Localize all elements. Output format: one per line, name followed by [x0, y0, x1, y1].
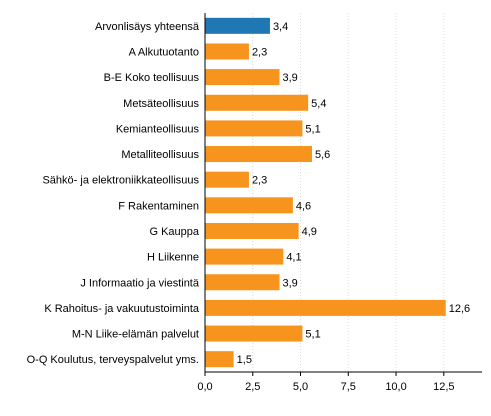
value-label: 2,3 — [252, 175, 267, 187]
x-tick-label: 12,5 — [433, 381, 454, 393]
category-label: F Rakentaminen — [118, 200, 199, 212]
value-label: 5,1 — [305, 123, 320, 135]
bar — [205, 17, 270, 34]
x-tick-label: 5,0 — [293, 381, 308, 393]
value-label: 3,9 — [283, 277, 298, 289]
bar — [205, 248, 284, 265]
bar — [205, 69, 280, 86]
category-label: Sähkö- ja elektroniikkateollisuus — [42, 175, 199, 187]
category-label: J Informaatio ja viestintä — [80, 277, 199, 289]
category-labels: Arvonlisäys yhteensä A Alkutuotanto B-E Ko… — [27, 21, 200, 366]
bar — [205, 171, 249, 188]
category-label: K Rahoitus- ja vakuutustoiminta — [44, 303, 200, 315]
x-axis: 0,0 2,5 5,0 7,5 10,0 12,5 — [197, 13, 482, 393]
bar — [205, 274, 280, 291]
category-label: A Alkutuotanto — [129, 46, 199, 58]
value-label: 4,1 — [286, 252, 301, 264]
category-label: Arvonlisäys yhteensä — [95, 21, 200, 33]
category-label: Kemianteollisuus — [116, 123, 200, 135]
category-label: Metsäteollisuus — [123, 98, 199, 110]
x-tick-label: 7,5 — [341, 381, 356, 393]
value-label: 5,6 — [315, 149, 330, 161]
x-tick-label: 10,0 — [385, 381, 406, 393]
value-label: 5,1 — [305, 329, 320, 341]
value-label: 3,9 — [283, 72, 298, 84]
bar — [205, 43, 249, 60]
value-label: 5,4 — [311, 98, 326, 110]
category-label: Metalliteollisuus — [121, 149, 199, 161]
bar — [205, 120, 303, 137]
x-tick-label: 2,5 — [245, 381, 260, 393]
category-label: G Kauppa — [149, 226, 199, 238]
value-label: 4,6 — [296, 200, 311, 212]
value-label: 2,3 — [252, 46, 267, 58]
value-label: 4,9 — [302, 226, 317, 238]
grid-lines — [252, 13, 445, 372]
value-label: 1,5 — [237, 354, 252, 366]
bar — [205, 325, 303, 342]
bar — [205, 146, 312, 163]
value-label: 12,6 — [449, 303, 470, 315]
category-label: H Liikenne — [147, 252, 199, 264]
bar — [205, 222, 299, 239]
bar — [205, 94, 309, 111]
x-tick-label: 0,0 — [197, 381, 212, 393]
category-label: O-Q Koulutus, terveyspalvelut yms. — [27, 354, 199, 366]
bar — [205, 351, 234, 368]
bar — [205, 299, 446, 316]
category-label: M-N Liike-elämän palvelut — [72, 329, 199, 341]
bars-group — [205, 17, 446, 368]
value-label: 3,4 — [273, 21, 288, 33]
category-label: B-E Koko teollisuus — [104, 72, 200, 84]
bar — [205, 197, 293, 214]
value-labels: 3,4 2,3 3,9 5,4 5,1 5,6 2,3 4,6 4,9 4,1 3,9 12,6 5,1… — [237, 21, 470, 366]
